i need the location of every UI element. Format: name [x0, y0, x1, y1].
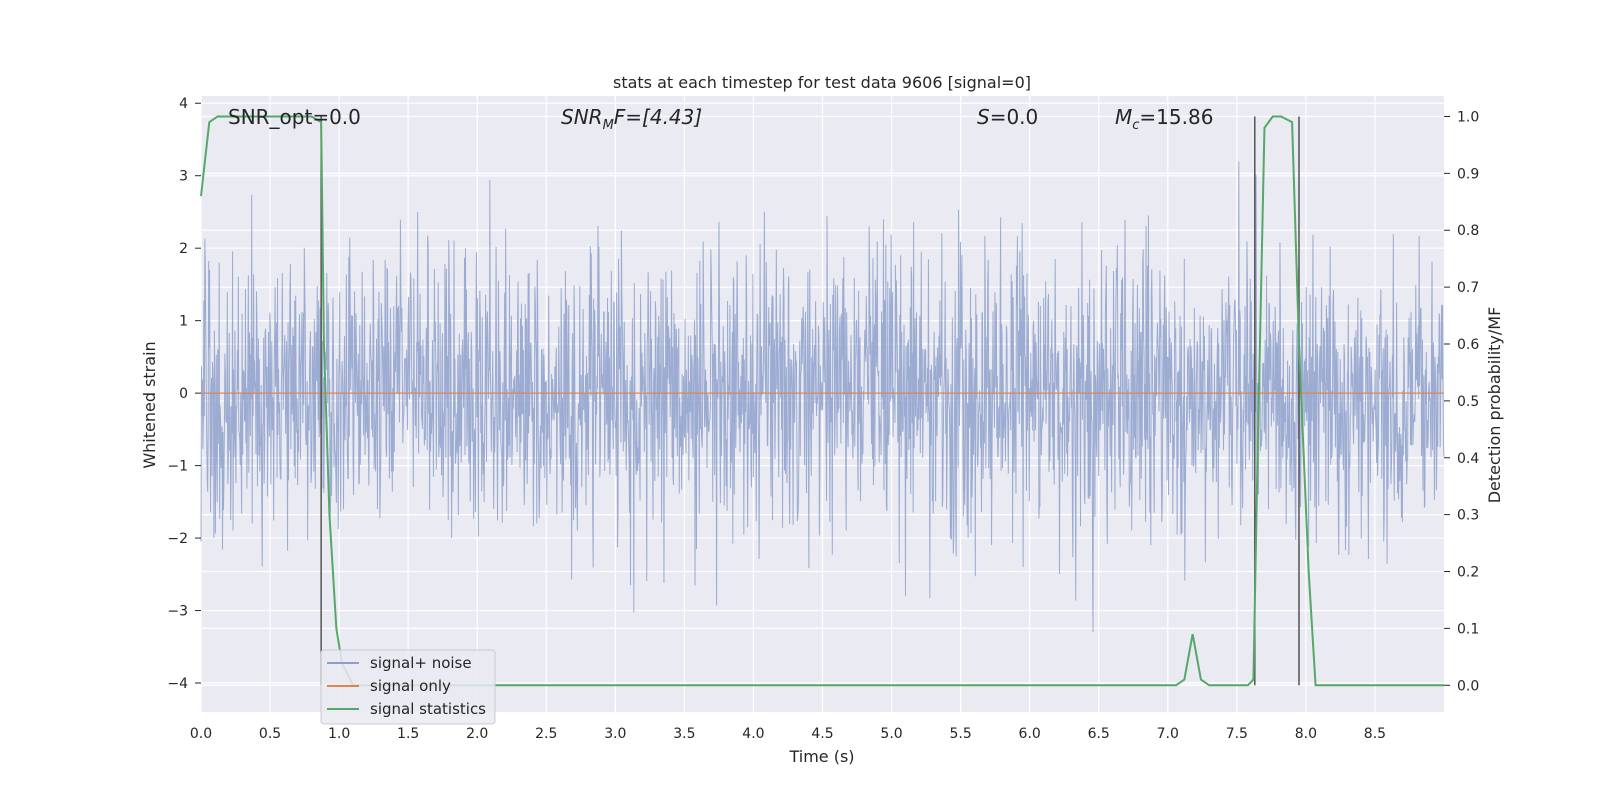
y2-tick-label: 0.1 — [1457, 621, 1479, 637]
x-tick-label: 1.5 — [397, 726, 419, 742]
y-tick-label: 2 — [179, 241, 188, 257]
y2-tick-label: 0.4 — [1457, 451, 1479, 467]
annotation-snr-opt: SNR_opt=0.0 — [228, 105, 361, 129]
series-signal-plus-noise — [200, 161, 1445, 633]
signal-statistics-line — [200, 115, 1444, 687]
y2-tick-label: 0.7 — [1457, 280, 1479, 296]
x-tick-label: 8.0 — [1295, 726, 1317, 742]
y-tick-label: 3 — [179, 169, 188, 185]
annotation-mc: Mc=15.86 — [1115, 105, 1213, 133]
x-tick-label: 7.5 — [1226, 726, 1248, 742]
legend-box — [320, 649, 496, 725]
y-tick-label: 1 — [179, 314, 188, 330]
y2-tick-label: 0.8 — [1457, 223, 1479, 239]
y2-tick-label: 0.2 — [1457, 565, 1479, 581]
x-tick-label: 6.5 — [1088, 726, 1110, 742]
y2-tick-label: 0.6 — [1457, 337, 1479, 353]
x-tick-label: 3.0 — [604, 726, 626, 742]
x-tick-label: 3.5 — [673, 726, 695, 742]
y-tick-labels: 4 3 2 1 0 −1 −2 −3 −4 — [167, 96, 201, 692]
y-tick-label: −3 — [167, 604, 188, 620]
y2-tick-label: 0.9 — [1457, 166, 1479, 182]
y2-tick-label: 1.0 — [1457, 109, 1479, 125]
y2-tick-label: 0.3 — [1457, 508, 1479, 524]
y-axis-label: Whitened strain — [140, 341, 159, 468]
y-tick-label: −2 — [167, 531, 188, 547]
annotation-snr-mf: SNRMF=[4.43] — [561, 105, 702, 133]
x-tick-label: 4.0 — [742, 726, 764, 742]
x-tick-label: 5.0 — [880, 726, 902, 742]
x-tick-labels: 0.0 0.5 1.0 1.5 2.0 2.5 3.0 3.5 4.0 4.5 5.0 5.5 6.0 6… — [190, 726, 1386, 742]
x-tick-label: 5.5 — [949, 726, 971, 742]
y-tick-label: −4 — [167, 676, 188, 692]
x-axis-label: Time (s) — [788, 747, 854, 766]
y-tick-label: 4 — [179, 96, 188, 112]
x-tick-label: 6.0 — [1019, 726, 1041, 742]
signal-plus-noise-line — [200, 161, 1445, 633]
legend: signal+ noise signal only signal statist… — [320, 649, 496, 725]
series-signal-statistics — [200, 115, 1444, 687]
x-tick-label: 4.5 — [811, 726, 833, 742]
x-tick-label: 1.0 — [328, 726, 350, 742]
x-tick-label: 2.5 — [535, 726, 557, 742]
legend-label-signal-only: signal only — [370, 677, 451, 695]
x-tick-label: 0.5 — [259, 726, 281, 742]
legend-label-signal-statistics: signal statistics — [370, 700, 486, 718]
legend-label-signal-plus-noise: signal+ noise — [370, 654, 472, 672]
x-tick-label: 7.0 — [1157, 726, 1179, 742]
x-tick-label: 8.5 — [1364, 726, 1386, 742]
y2-axis-label: Detection probability/MF — [1485, 307, 1504, 504]
y-tick-label: 0 — [179, 386, 188, 402]
y-tick-label: −1 — [167, 459, 188, 475]
y2-tick-label: 0.0 — [1457, 678, 1479, 694]
annotation-s: S=0.0 — [977, 105, 1038, 129]
y2-tick-labels: 1.0 0.9 0.8 0.7 0.6 0.5 0.4 0.3 0.2 0.1 0.0 — [1444, 109, 1479, 694]
y2-tick-label: 0.5 — [1457, 394, 1479, 410]
chart-title: stats at each timestep for test data 960… — [613, 73, 1031, 92]
x-tick-label: 2.0 — [466, 726, 488, 742]
x-tick-label: 0.0 — [190, 726, 212, 742]
